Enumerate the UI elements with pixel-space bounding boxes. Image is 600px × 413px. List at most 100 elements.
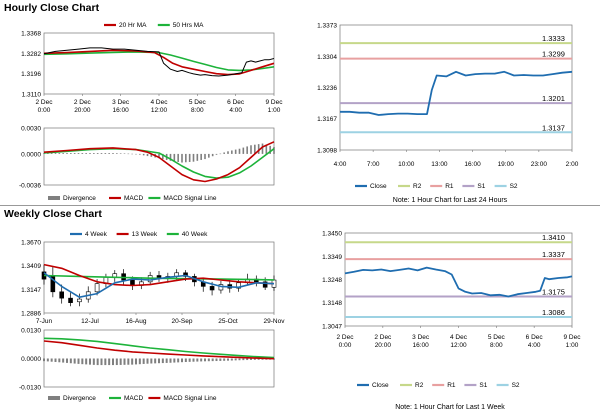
weekly-price-xtick-0: 7-Jun [36, 318, 53, 325]
hourly-divergence-bar-36 [181, 153, 183, 163]
weekly-divergence-bar-29 [154, 358, 157, 364]
weekly-divergence-bar-38 [188, 358, 191, 362]
weekly-divergence-bar-43 [207, 358, 210, 362]
weekly-candle-body-3 [68, 297, 73, 303]
hourly-24h-frame [339, 24, 573, 151]
hourly-24h-legend-label-2: R1 [445, 183, 454, 190]
hourly-24h-legend-label-4: S2 [510, 183, 518, 190]
weekly-divergence-bar-34 [173, 358, 176, 363]
weekly-macd-line [43, 340, 275, 360]
weekly-divergence-bar-51 [238, 358, 241, 361]
hourly-divergence-bar-41 [200, 153, 202, 160]
weekly-divergence-bar-47 [223, 358, 226, 361]
weekly-divergence-bar-30 [158, 358, 160, 364]
hourly-24h-xtick-7: 2:00 [566, 161, 579, 168]
hourly-price-ytick-1: 1.3282 [21, 51, 41, 58]
hourly-divergence-bar-12 [89, 153, 91, 154]
weekly-divergence-bar-56 [257, 358, 260, 360]
hourly-macd-ytick-1: 0.0000 [21, 151, 41, 158]
hourly-price-xtick-4: 5 Dec 8:00 [189, 99, 207, 114]
weekly-divergence-bar-50 [234, 358, 237, 361]
hourly-divergence-bar-60 [273, 147, 275, 154]
hourly-divergence-bar-23 [131, 153, 133, 155]
hourly-macd-signal-line [43, 147, 275, 179]
weekly-price-xtick-5: 29-Nov [264, 318, 286, 325]
weekly-divergence-bar-8 [73, 358, 76, 364]
hourly-divergence-bar-50 [234, 149, 237, 154]
weekly-divergence-bar-6 [66, 358, 68, 363]
weekly-divergence-bar-54 [250, 358, 252, 360]
hourly-divergence-bar-10 [81, 153, 84, 154]
hourly-24h-ytick-0: 1.3373 [317, 23, 337, 30]
weekly-divergence-bar-9 [77, 358, 80, 364]
weekly-divergence-bar-37 [184, 358, 187, 362]
hourly-divergence-bar-49 [231, 150, 233, 154]
hourly-divergence-bar-37 [185, 153, 187, 163]
section-divider [0, 205, 600, 206]
weekly-price-xtick-3: 20-Sep [172, 318, 193, 325]
weekly-divergence-bar-3 [54, 358, 57, 362]
hourly-divergence-bar-59 [269, 145, 271, 154]
hourly-divergence-bar-54 [250, 145, 252, 154]
weekly-divergence-bar-16 [104, 358, 107, 366]
weekly-divergence-bar-1 [46, 358, 49, 362]
weekly-1w-xtick-0: 2 Dec 0:00 [337, 334, 355, 349]
hourly-divergence-bar-45 [215, 153, 218, 155]
hourly-20hr-ma-line [43, 49, 275, 76]
hourly-price-xtick-6: 9 Dec 1:00 [266, 99, 284, 114]
hourly-macd-legend-swatch-0 [48, 196, 60, 200]
hourly-macd-ytick-0: 0.0030 [21, 126, 41, 133]
weekly-section-title: Weekly Close Chart [4, 208, 102, 220]
hourly-price-legend-label-0: 20 Hr MA [119, 22, 147, 29]
weekly-40wk-line [43, 274, 275, 281]
weekly-divergence-bar-17 [108, 358, 111, 366]
hourly-50hr-ma-line [43, 51, 275, 72]
hourly-divergence-bar-51 [238, 148, 241, 154]
hourly-divergence-bar-30 [158, 153, 160, 159]
hourly-24h-legend-label-3: S1 [477, 183, 485, 190]
weekly-divergence-bar-25 [138, 358, 141, 365]
weekly-1w-xtick-3: 4 Dec 12:00 [450, 334, 468, 349]
hourly-price-xtick-1: 2 Dec 20:00 [74, 99, 92, 114]
weekly-1w-r2-label: 1.3410 [542, 233, 565, 242]
hourly-divergence-bar-8 [73, 153, 76, 154]
weekly-divergence-bar-55 [253, 358, 256, 360]
hourly-divergence-bar-35 [177, 153, 179, 162]
hourly-divergence-bar-0 [43, 153, 45, 154]
weekly-candle-body-4 [77, 298, 82, 303]
hourly-divergence-bar-15 [100, 153, 103, 154]
hourly-divergence-bar-52 [242, 147, 245, 154]
hourly-price-legend-label-1: 50 Hrs MA [173, 22, 204, 29]
hourly-macd-ytick-2: -0.0036 [19, 183, 41, 190]
hourly-24h-r2-label: 1.3333 [542, 34, 565, 43]
weekly-4wk-line [43, 272, 275, 299]
weekly-divergence-bar-52 [242, 358, 245, 361]
hourly-divergence-bar-44 [211, 153, 214, 157]
hourly-macd-line [43, 141, 275, 183]
hourly-divergence-bar-46 [219, 153, 222, 155]
hourly-divergence-bar-34 [173, 153, 176, 162]
weekly-divergence-bar-57 [261, 358, 264, 360]
weekly-divergence-bar-53 [246, 358, 249, 361]
hourly-price-ytick-2: 1.3196 [21, 71, 41, 78]
hourly-24h-xtick-3: 13:00 [431, 161, 448, 168]
weekly-macd-signal-line [43, 337, 275, 359]
hourly-divergence-bar-22 [127, 153, 130, 155]
hourly-24h-close-line [340, 70, 573, 116]
weekly-price-ytick-3: 1.2886 [21, 311, 41, 318]
weekly-divergence-bar-35 [177, 358, 180, 363]
weekly-divergence-bar-7 [69, 358, 72, 364]
weekly-macd-legend-swatch-0 [48, 396, 60, 400]
weekly-1w-ytick-2: 1.3248 [322, 277, 342, 284]
hourly-divergence-bar-26 [142, 153, 145, 156]
hourly-divergence-bar-47 [223, 152, 225, 154]
hourly-24h-ytick-1: 1.3304 [317, 54, 337, 61]
weekly-1w-legend-label-0: Close [372, 382, 389, 389]
hourly-divergence-bar-9 [77, 153, 80, 154]
weekly-1w-legend-label-1: R2 [415, 382, 424, 389]
hourly-divergence-bar-27 [146, 153, 149, 157]
hourly-divergence-bar-40 [196, 153, 199, 161]
hourly-divergence-bar-42 [204, 153, 206, 160]
weekly-1w-s2-label: 1.3086 [542, 308, 565, 317]
weekly-1w-xtick-5: 6 Dec 4:00 [526, 334, 544, 349]
